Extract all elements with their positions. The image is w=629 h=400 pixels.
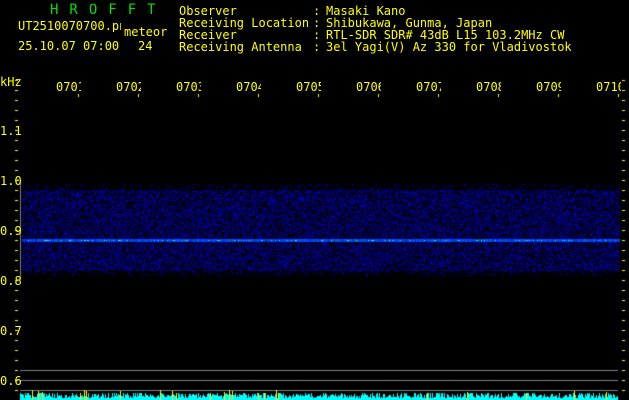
time-tick-label: 0704 bbox=[236, 80, 261, 94]
y-tick-label: 1.0 bbox=[0, 174, 22, 188]
field-colon: : bbox=[313, 16, 321, 30]
app-title: HROFFT bbox=[50, 2, 167, 18]
filename: UT2510070700.png bbox=[18, 20, 121, 32]
y-tick-label: 1.1 bbox=[0, 124, 22, 138]
count: 24 bbox=[138, 39, 153, 53]
time-tick-label: 0701 bbox=[56, 80, 81, 94]
field-colon: : bbox=[313, 40, 321, 54]
time-tick-label: 0710 bbox=[596, 80, 621, 94]
time-tick-label: 0706 bbox=[356, 80, 381, 94]
field-value: Masaki Kano bbox=[326, 4, 406, 18]
time-tick-label: 0709 bbox=[536, 80, 561, 94]
unit-label: kHz bbox=[0, 75, 22, 89]
field-label: Receiver bbox=[179, 28, 237, 42]
field-label: Receiving Antenna bbox=[179, 40, 302, 54]
time-tick-label: 0707 bbox=[416, 80, 441, 94]
field-label: Observer bbox=[179, 4, 237, 18]
field-colon: : bbox=[313, 4, 321, 18]
y-tick-label: 0.9 bbox=[0, 224, 22, 238]
mode-label: meteor bbox=[124, 25, 168, 39]
y-tick-label: 0.8 bbox=[0, 274, 22, 288]
field-value: Shibukawa, Gunma, Japan bbox=[326, 16, 493, 30]
datetime: 25.10.07 07:00 bbox=[18, 39, 120, 53]
y-tick-label: 0.7 bbox=[0, 324, 22, 338]
field-value: 3el Yagi(V) Az 330 for Vladivostok bbox=[326, 40, 572, 54]
y-tick-label: 0.6 bbox=[0, 374, 22, 388]
time-tick-label: 0702 bbox=[116, 80, 141, 94]
field-value: RTL-SDR SDR# 43dB L15 103.2MHz CW bbox=[326, 28, 565, 42]
field-colon: : bbox=[313, 28, 321, 42]
field-label: Receiving Location bbox=[179, 16, 310, 30]
time-tick-label: 0708 bbox=[476, 80, 501, 94]
time-tick-label: 0705 bbox=[296, 80, 321, 94]
time-tick-label: 0703 bbox=[176, 80, 201, 94]
